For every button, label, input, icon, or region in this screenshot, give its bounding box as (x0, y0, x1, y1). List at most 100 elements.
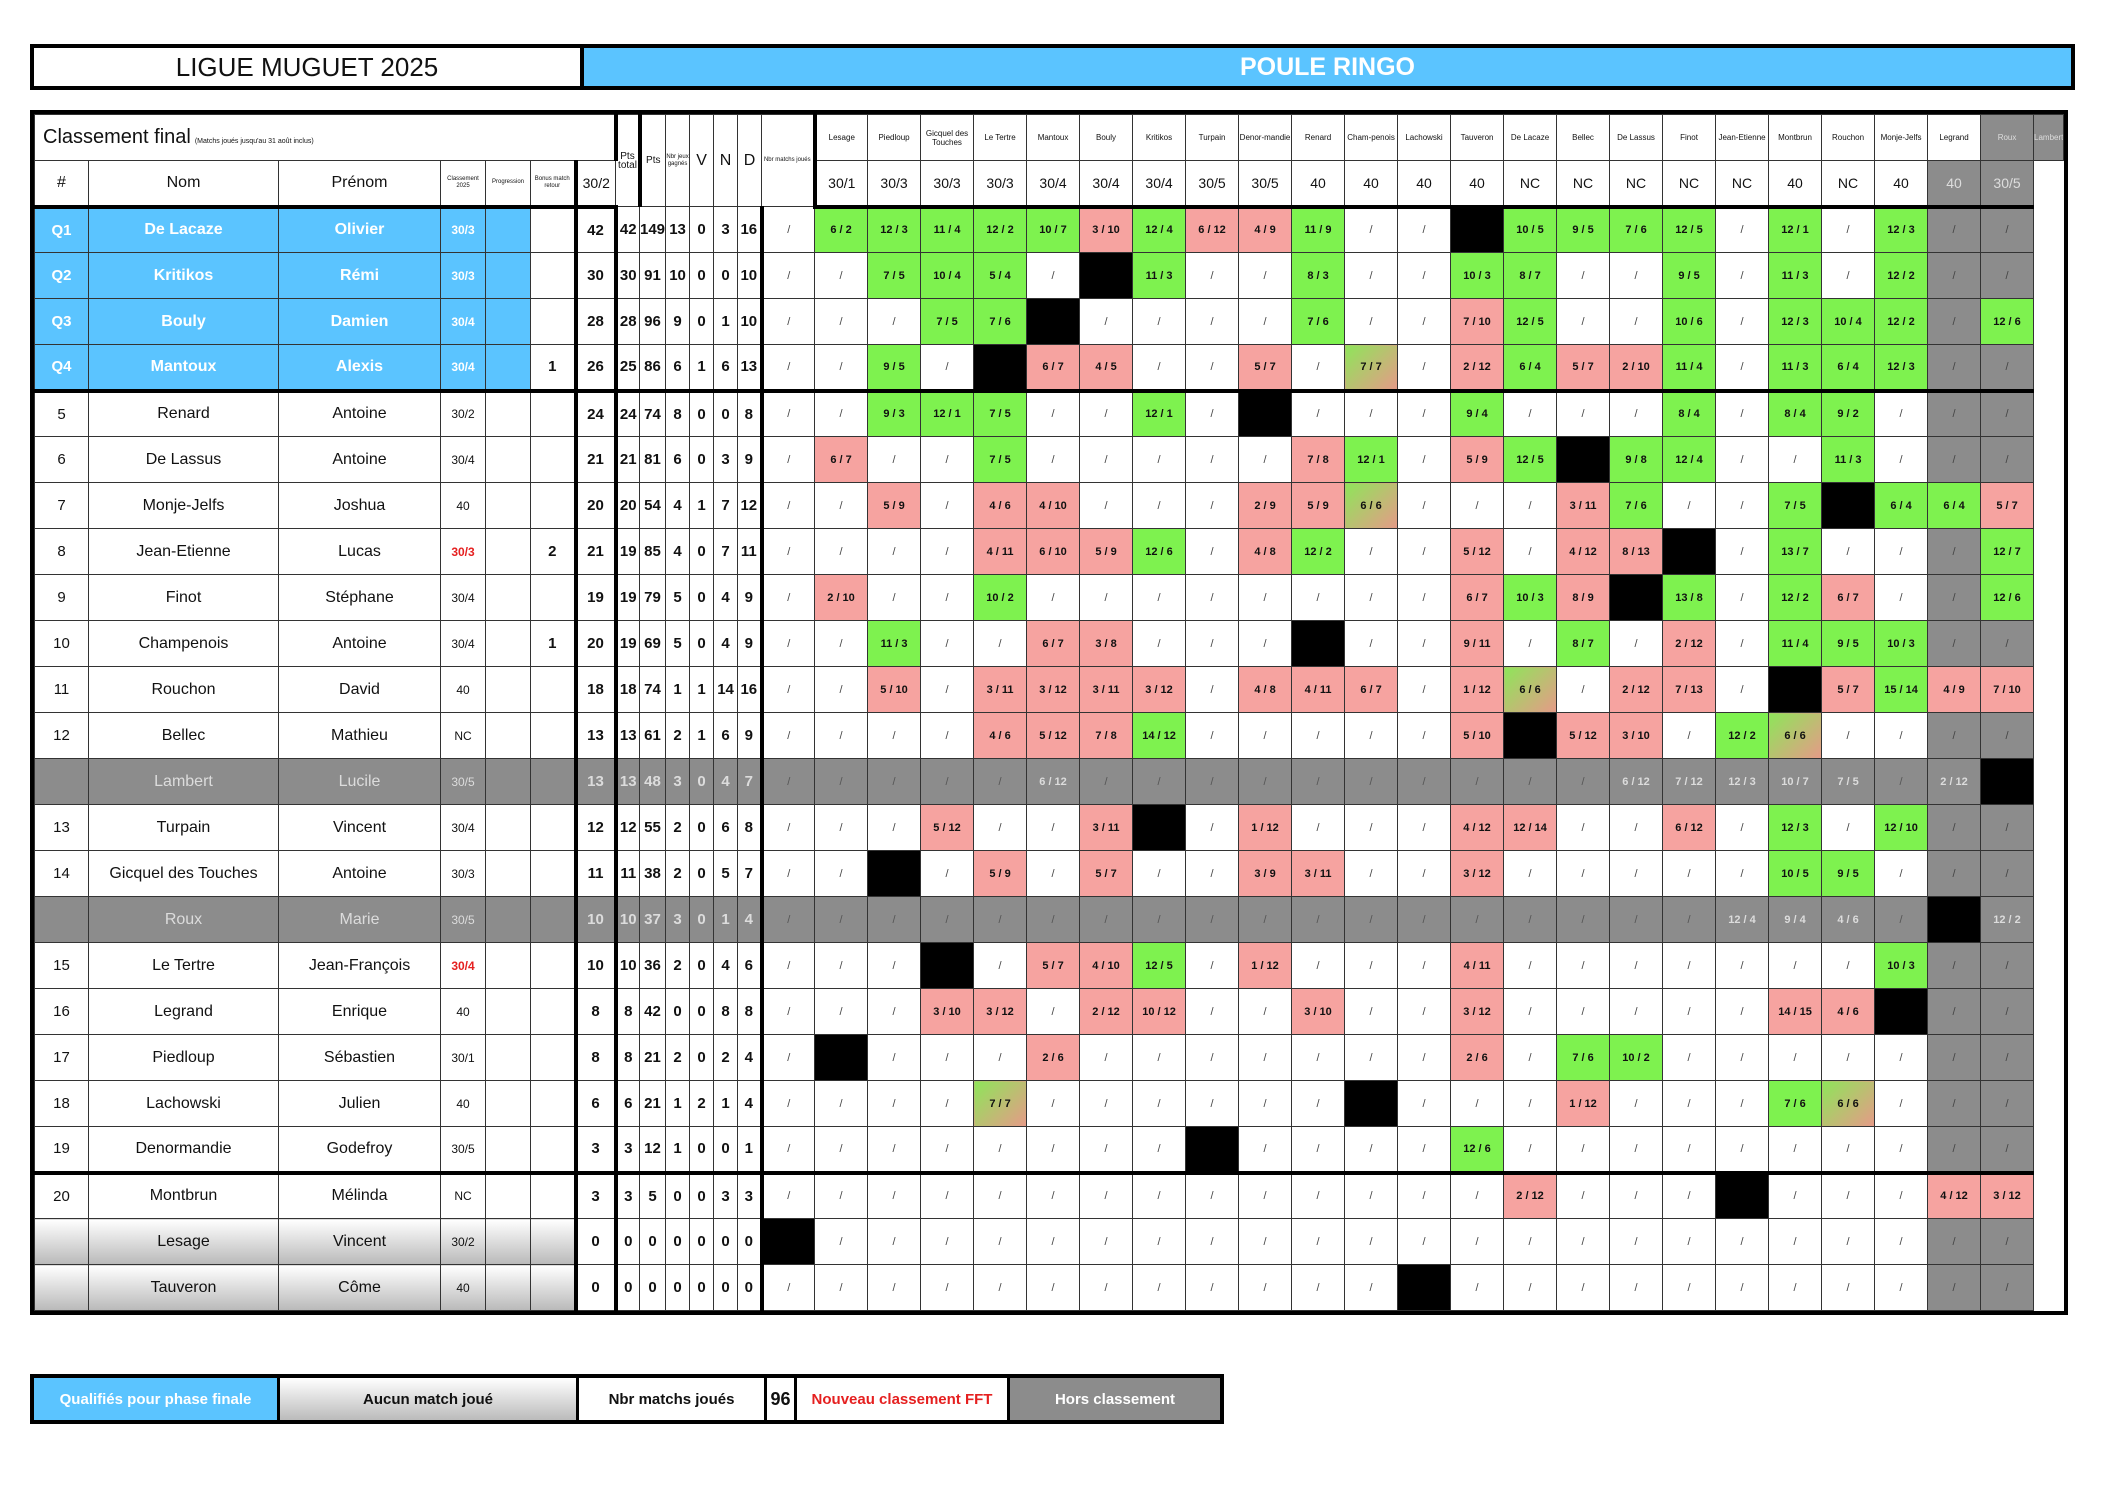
result-cell: 3 / 10 (1609, 712, 1664, 759)
games-won: 149 (638, 206, 667, 253)
score-text: 11 / 4 (1781, 637, 1809, 650)
result-cell: 6 / 12 (1609, 758, 1664, 805)
losses: 3 (713, 206, 739, 253)
player-rank: 30/4 (440, 942, 486, 989)
table-row: Q1 De Lacaze Olivier 30/3 42 42 149 13 0 3 16/6 / … (34, 206, 2064, 253)
result-cell: / (1980, 206, 2035, 253)
result-cell: / (1715, 804, 1770, 851)
result-cell: / (920, 436, 975, 483)
result-cell: / (1980, 620, 2035, 667)
player-first-name: Antoine (278, 620, 441, 667)
opponent-rank: 30/4 (1132, 160, 1187, 209)
result-cell: / (973, 1218, 1028, 1265)
score-text: 11 / 3 (1781, 360, 1809, 373)
result-cell: / (1821, 1126, 1876, 1173)
result-cell: / (1609, 298, 1664, 345)
result-cell: / (1503, 1034, 1558, 1081)
player-first-name: Enrique (278, 988, 441, 1035)
self-match-cell (1821, 482, 1876, 529)
result-cell: / (1927, 252, 1982, 299)
result-cell: / (1662, 1126, 1717, 1173)
player-rank: 30/4 (440, 436, 486, 483)
result-cell: / (1132, 482, 1187, 529)
self-match-cell (1397, 1264, 1452, 1311)
player-progression (485, 666, 531, 713)
pts: 6 (615, 1080, 640, 1127)
matches-played: 7 (737, 758, 764, 805)
table-row: Q4 Mantoux Alexis 30/4 1 26 25 86 6 1 6 13//9 / 5/6… (34, 344, 2064, 391)
losses: 1 (713, 298, 739, 345)
player-bonus (530, 804, 578, 851)
player-first-name: David (278, 666, 441, 713)
result-cell: / (759, 988, 816, 1035)
score-text: 6 / 6 (1784, 729, 1806, 742)
result-cell: 7 / 6 (1556, 1034, 1611, 1081)
result-cell: / (867, 1080, 922, 1127)
score-text: 3 / 11 (1304, 867, 1332, 880)
opponent-name: Mantoux (1026, 114, 1081, 161)
result-cell: 12 / 1 (920, 388, 975, 437)
score-text: 8 / 9 (1572, 591, 1594, 604)
result-cell: / (920, 620, 975, 667)
player-bonus (530, 1126, 578, 1173)
result-cell: / (1132, 1218, 1187, 1265)
player-progression (485, 1034, 531, 1081)
result-cell: 12 / 5 (1132, 942, 1187, 989)
player-first-name: Mélinda (278, 1170, 441, 1219)
score-text: 7 / 6 (1625, 499, 1647, 512)
table-row: Lesage Vincent 30/2 0 0 0 0 0 0 0// / / / / / / / / / / / / / /… (34, 1218, 2064, 1265)
result-cell: / (1079, 1264, 1134, 1311)
result-cell: 11 / 3 (867, 620, 922, 667)
result-cell: 8 / 4 (1662, 388, 1717, 437)
score-text: 3 / 8 (1095, 637, 1117, 650)
result-cell: 2 / 12 (1503, 1170, 1558, 1219)
result-cell: / (1344, 896, 1399, 943)
player-rank: NC (440, 1170, 486, 1219)
result-cell: / (1026, 1126, 1081, 1173)
pts: 10 (615, 896, 640, 943)
matches-played: 8 (737, 988, 764, 1035)
result-cell: / (1026, 252, 1081, 299)
score-text: 10 / 3 (1887, 959, 1915, 972)
result-cell: / (920, 1170, 975, 1219)
player-last-name: Bouly (88, 298, 279, 345)
result-cell: 1 / 12 (1238, 942, 1293, 989)
player-progression (485, 528, 531, 575)
result-cell: / (1397, 896, 1452, 943)
player-rank: 30/2 (440, 1218, 486, 1265)
score-text: 9 / 5 (1572, 224, 1594, 237)
result-cell: / (1450, 482, 1505, 529)
result-cell: / (1397, 1218, 1452, 1265)
result-cell: / (1821, 252, 1876, 299)
draws: 1 (689, 666, 715, 713)
score-text: 1 / 12 (1569, 1097, 1597, 1110)
score-text: 12 / 2 (1304, 545, 1332, 558)
opponent-name: Lachowski (1397, 114, 1452, 161)
player-last-name: De Lassus (88, 436, 279, 483)
result-cell: / (1609, 620, 1664, 667)
player-bonus (530, 252, 578, 299)
result-cell: / (920, 1218, 975, 1265)
result-cell: / (1397, 206, 1452, 253)
score-text: 6 / 4 (1519, 360, 1541, 373)
player-last-name: Montbrun (88, 1170, 279, 1219)
result-cell: / (1980, 1218, 2035, 1265)
result-cell: / (1662, 1034, 1717, 1081)
result-cell: 12 / 6 (1450, 1126, 1505, 1173)
player-progression (485, 574, 531, 621)
wins: 6 (665, 436, 691, 483)
score-text: 4 / 10 (1039, 499, 1067, 512)
result-cell: 12 / 4 (1662, 436, 1717, 483)
result-cell: / (1344, 620, 1399, 667)
result-cell: / (1079, 388, 1134, 437)
pts-total: 13 (575, 758, 618, 805)
result-cell: / (759, 896, 816, 943)
player-progression (485, 298, 531, 345)
result-cell: 3 / 11 (973, 666, 1028, 713)
losses: 0 (713, 1126, 739, 1173)
result-cell: / (1662, 482, 1717, 529)
result-cell: / (759, 388, 816, 437)
score-text: 6 / 7 (1042, 360, 1064, 373)
result-cell: / (1450, 1080, 1505, 1127)
opponent-name: De Lacaze (1503, 114, 1558, 161)
